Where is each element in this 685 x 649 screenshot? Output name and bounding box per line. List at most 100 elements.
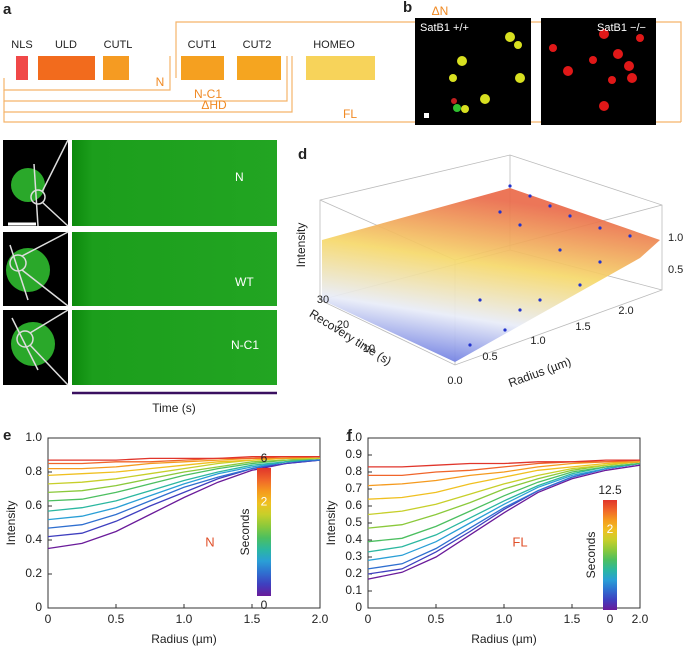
- curve: [47, 457, 321, 494]
- y-tick-label: 0.1: [345, 583, 362, 597]
- curve: [47, 457, 321, 521]
- image-label: SatB1 +/+: [420, 22, 469, 34]
- panel-label: d: [298, 146, 307, 163]
- x-tick-label: 0.5: [428, 612, 445, 626]
- domain-box: [306, 56, 375, 80]
- row-label: N: [235, 170, 244, 184]
- micrographs: SatB1 +/+ SatB1 −/−: [415, 18, 656, 125]
- tick-label: 20: [337, 319, 349, 331]
- y-tick-label: 0.7: [345, 481, 362, 495]
- colorbar: [257, 468, 271, 596]
- x-tick-label: 2.0: [632, 612, 649, 626]
- curve: [367, 462, 641, 543]
- y-tick-label: 0.6: [345, 498, 362, 512]
- colorbar-tick-label: 6: [261, 451, 268, 465]
- tick-label: 1.5: [575, 321, 590, 333]
- panel-label: e: [3, 427, 11, 444]
- curve: [48, 456, 321, 470]
- x-tick-label: 1.0: [496, 612, 513, 626]
- colorbar-label: Seconds: [238, 509, 252, 556]
- curve: [368, 459, 640, 468]
- tick-label: 10: [363, 343, 375, 355]
- panel-label: f: [347, 427, 353, 444]
- curve: [367, 464, 641, 580]
- y-axis-label: Intensity: [4, 501, 18, 546]
- domain-label: ULD: [55, 39, 77, 51]
- domain-diagram: NLS ULD CUTL CUT1 CUT2 HOMEO ΔN N N-C1 Δ…: [3, 4, 682, 123]
- surface: [322, 188, 660, 362]
- surface-plot: Intensity 1.0 0.5 Recovery time (s) 30 2…: [294, 154, 683, 390]
- colorbar-tick-label: 2: [261, 495, 268, 509]
- axis-label: Radius (µm): [507, 354, 573, 390]
- colorbar-tick-label: 12.5: [598, 483, 622, 497]
- y-tick-label: 0.4: [25, 532, 42, 546]
- colorbar: [603, 500, 617, 610]
- curve: [47, 457, 321, 512]
- construct-label: ΔHD: [201, 98, 227, 112]
- domain-box: [181, 56, 224, 80]
- row-label: WT: [235, 275, 254, 289]
- tick-label: 30: [317, 294, 329, 306]
- x-tick-label: 1.5: [244, 612, 261, 626]
- domain-box: [237, 56, 281, 80]
- curve: [367, 462, 641, 575]
- y-tick-label: 0: [35, 600, 42, 614]
- x-tick-label: 0: [45, 612, 52, 626]
- domain-label: HOMEO: [313, 39, 355, 51]
- y-tick-label: 0.6: [25, 498, 42, 512]
- construct-label: ΔN: [432, 4, 449, 18]
- y-tick-label: 1.0: [345, 430, 362, 444]
- x-tick-label: 0.5: [108, 612, 125, 626]
- x-tick-label: 1.0: [176, 612, 193, 626]
- y-tick-label: 0.8: [25, 464, 42, 478]
- y-tick-label: 0.2: [25, 566, 42, 580]
- construct-label: N: [156, 75, 165, 89]
- colorbar-tick-label: 0: [261, 598, 268, 612]
- panel-label: a: [3, 1, 12, 18]
- y-tick-label: 0.9: [345, 447, 362, 461]
- colorbar-label: Seconds: [584, 532, 598, 579]
- y-tick-label: 0: [355, 600, 362, 614]
- row-label: N-C1: [231, 338, 259, 352]
- axis-label: Time (s): [152, 401, 196, 415]
- curve: [367, 462, 641, 562]
- x-tick-label: 2.0: [312, 612, 329, 626]
- domain-label: CUT1: [188, 39, 217, 51]
- construct-label: FL: [343, 107, 357, 121]
- curve: [47, 459, 321, 538]
- tick-label: 0.0: [447, 375, 462, 387]
- domain-box: [103, 56, 129, 80]
- y-tick-label: 0.4: [345, 532, 362, 546]
- y-tick-label: 1.0: [25, 430, 42, 444]
- tick-label: 0.5: [668, 264, 683, 276]
- domain-box: [16, 56, 28, 80]
- panel-label: b: [403, 0, 412, 16]
- domain-label: NLS: [11, 39, 32, 51]
- micrograph: [541, 18, 656, 125]
- tick-label: 2.0: [618, 305, 633, 317]
- curve: [48, 456, 320, 461]
- y-tick-label: 0.8: [345, 464, 362, 478]
- axis-label: Intensity: [294, 223, 308, 268]
- annotation: N: [205, 534, 214, 549]
- y-tick-label: 0.2: [345, 566, 362, 580]
- tick-label: 1.0: [668, 232, 683, 244]
- domain-label: CUT2: [243, 39, 272, 51]
- annotation: FL: [512, 534, 527, 549]
- x-axis-label: Radius (µm): [471, 632, 537, 646]
- y-tick-label: 0.3: [345, 549, 362, 563]
- y-axis-label: Intensity: [324, 501, 338, 546]
- domain-label: CUTL: [104, 39, 133, 51]
- tick-label: 0.5: [482, 351, 497, 363]
- tick-label: 1.0: [530, 335, 545, 347]
- domain-box: [38, 56, 95, 80]
- y-tick-label: 0.5: [345, 515, 362, 529]
- curve: [47, 459, 321, 529]
- colorbar-tick-label: 2: [607, 522, 614, 536]
- kymographs: N WT N-C1 Time (s): [3, 139, 277, 415]
- image-label: SatB1 −/−: [597, 22, 646, 34]
- colorbar-tick-label: 0: [607, 612, 614, 626]
- construct-label: N-C1: [194, 87, 222, 101]
- x-tick-label: 0: [365, 612, 372, 626]
